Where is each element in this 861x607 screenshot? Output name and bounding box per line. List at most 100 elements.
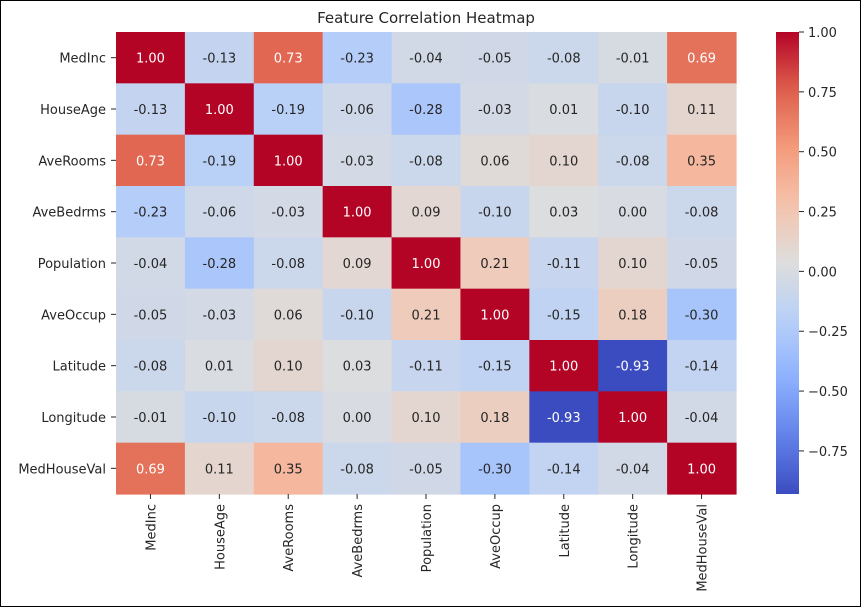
column-label: AveOccup <box>489 504 504 569</box>
colorbar-tick-label: 0.75 <box>808 86 837 101</box>
cell-value-label: 0.18 <box>480 411 509 426</box>
heatmap-cell <box>322 442 393 495</box>
heatmap-cell <box>253 134 324 187</box>
heatmap-cell <box>116 237 186 290</box>
cell-value-label: -0.10 <box>340 308 374 323</box>
cell-value-label: 0.10 <box>549 154 578 169</box>
cell-value-label: -0.15 <box>547 308 581 323</box>
cell-value-label: -0.14 <box>685 360 719 375</box>
row-label: AveOccup <box>41 308 106 323</box>
heatmap-cell <box>598 134 668 187</box>
heatmap-cell <box>529 32 599 84</box>
heatmap-cell <box>667 186 737 238</box>
cell-value-label: 0.21 <box>412 308 441 323</box>
heatmap-cell <box>391 340 462 392</box>
heatmap-cell <box>598 391 668 444</box>
heatmap-cell <box>116 442 186 495</box>
cell-value-label: -0.93 <box>547 411 581 426</box>
heatmap-cell <box>322 83 393 136</box>
heatmap-cell <box>184 186 255 238</box>
cell-value-label: 1.00 <box>274 154 303 169</box>
heatmap-cell <box>184 134 255 187</box>
heatmap-cell <box>253 391 324 444</box>
cell-value-label: -0.14 <box>547 462 581 477</box>
heatmap-cell <box>253 32 324 84</box>
cell-value-label: -0.10 <box>478 206 512 221</box>
cell-value-label: -0.93 <box>616 360 650 375</box>
heatmap-cell <box>184 32 255 84</box>
heatmap-cell <box>116 134 186 187</box>
cell-value-label: 0.06 <box>480 154 509 169</box>
heatmap-cell <box>391 442 462 495</box>
cell-value-label: -0.11 <box>547 257 581 272</box>
heatmap-cell <box>322 186 393 238</box>
cell-value-label: 0.69 <box>687 52 716 67</box>
cell-value-label: -0.10 <box>203 411 237 426</box>
heatmap-cell <box>253 442 324 495</box>
heatmap-cells <box>116 32 737 495</box>
column-label: Population <box>420 504 435 572</box>
cell-value-label: -0.05 <box>478 52 512 67</box>
heatmap-cell <box>391 186 462 238</box>
column-label: Latitude <box>558 504 573 558</box>
cell-value-label: 0.73 <box>136 154 165 169</box>
heatmap-cell <box>529 288 599 341</box>
heatmap-cell <box>184 288 255 341</box>
colorbar-gradient <box>776 32 799 494</box>
cell-value-label: -0.30 <box>685 308 719 323</box>
row-label: Longitude <box>41 411 106 426</box>
heatmap-cell <box>116 391 186 444</box>
heatmap-cell <box>116 32 186 84</box>
colorbar: 1.00 0.75 0.50 0.25 0.00 −0.25 −0.50 −0.75 <box>776 26 848 494</box>
colorbar-tick-label: −0.75 <box>808 445 848 460</box>
cell-value-label: -0.05 <box>685 257 719 272</box>
heatmap-cell <box>667 391 737 444</box>
cell-value-label: 0.09 <box>343 257 372 272</box>
heatmap-cell <box>322 391 393 444</box>
heatmap-cell <box>598 442 668 495</box>
row-label: Population <box>38 257 106 272</box>
cell-value-label: 0.01 <box>549 103 578 118</box>
heatmap-cell <box>460 83 530 136</box>
row-label: Latitude <box>52 360 106 375</box>
heatmap-cell <box>529 340 599 392</box>
cell-value-label: -0.23 <box>340 52 374 67</box>
colorbar-tick-label: −0.25 <box>808 325 848 340</box>
column-labels: MedInc HouseAge AveRooms AveBedrms Populatio… <box>144 494 711 592</box>
heatmap-cell <box>460 288 530 341</box>
heatmap-cell <box>598 288 668 341</box>
cell-value-label: -0.15 <box>478 360 512 375</box>
heatmap-cell <box>667 442 737 495</box>
cell-value-label: -0.13 <box>203 52 237 67</box>
heatmap-cell <box>184 340 255 392</box>
heatmap-cell <box>184 391 255 444</box>
cell-value-label: 0.03 <box>343 360 372 375</box>
chart-title: Feature Correlation Heatmap <box>317 9 535 27</box>
cell-value-label: 0.21 <box>480 257 509 272</box>
heatmap-cell <box>391 237 462 290</box>
cell-value-label: -0.05 <box>134 308 168 323</box>
cell-value-label: -0.06 <box>203 206 237 221</box>
cell-value-label: -0.08 <box>547 52 581 67</box>
cell-value-label: -0.04 <box>616 462 650 477</box>
cell-value-label: -0.05 <box>409 462 443 477</box>
heatmap-cell <box>460 32 530 84</box>
heatmap-cell <box>116 83 186 136</box>
cell-value-label: -0.08 <box>616 154 650 169</box>
cell-value-label: 1.00 <box>549 360 578 375</box>
heatmap-cell <box>460 391 530 444</box>
heatmap-cell <box>460 340 530 392</box>
heatmap-cell <box>598 83 668 136</box>
colorbar-tick-label: 1.00 <box>808 26 837 41</box>
cell-value-label: -0.03 <box>478 103 512 118</box>
cell-value-label: 0.00 <box>618 206 647 221</box>
cell-value-label: 0.10 <box>274 360 303 375</box>
heatmap-cell <box>322 288 393 341</box>
cell-value-label: 0.01 <box>205 360 234 375</box>
cell-value-label: -0.01 <box>134 411 168 426</box>
heatmap-cell <box>667 237 737 290</box>
heatmap-cell <box>667 288 737 341</box>
heatmap-cell <box>322 237 393 290</box>
heatmap-cell <box>391 32 462 84</box>
